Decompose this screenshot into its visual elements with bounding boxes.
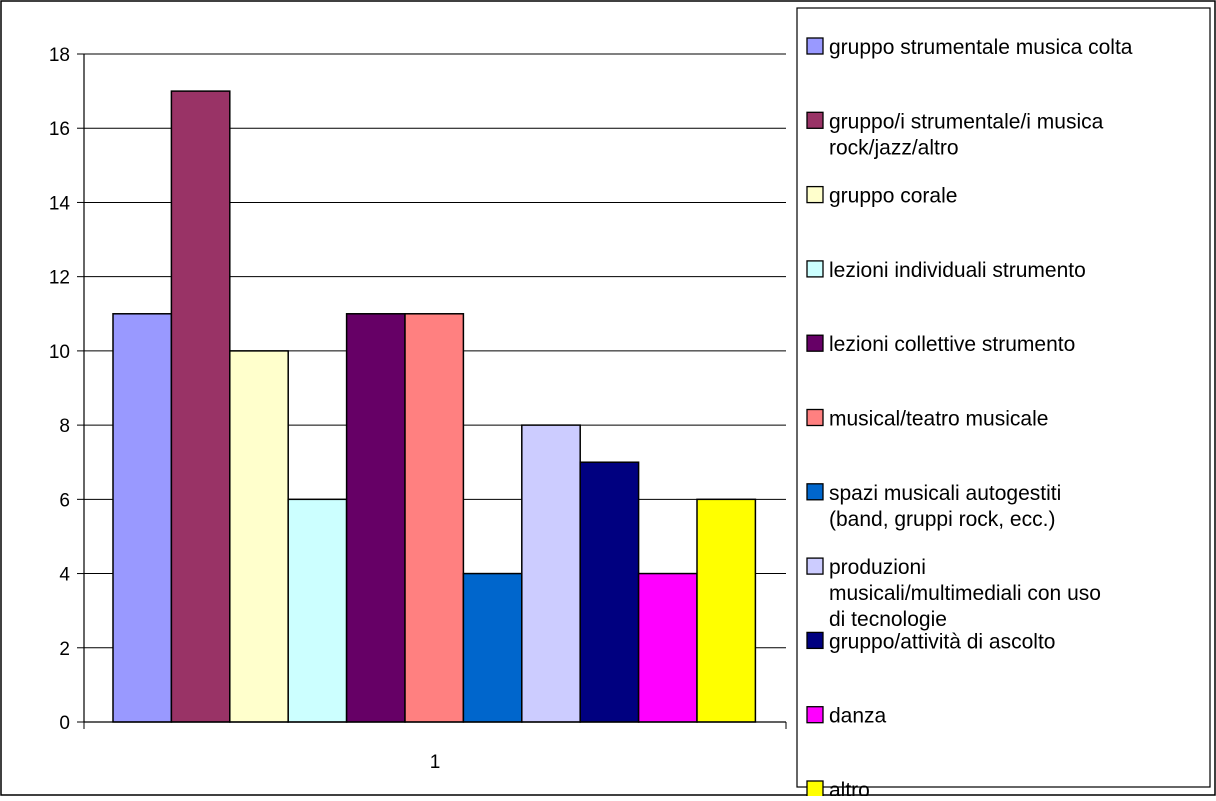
y-tick-label: 4 [59,565,70,586]
legend-swatch [806,260,824,278]
legend-swatch [806,408,824,427]
bar-9 [579,461,640,723]
bar-11 [696,498,757,723]
legend: gruppo strumentale musica colta gruppo/i … [796,7,1211,801]
legend-label: lezioni collettive strumento [829,333,1075,356]
legend-swatch [806,334,824,352]
legend-label: musical/teatro musicale [829,408,1048,431]
legend-label: lezioni individuali strumento [829,259,1086,282]
bar-5 [345,313,406,723]
y-tick-label: 12 [49,268,70,289]
y-tick-label: 2 [59,639,70,660]
legend-label: gruppo/i strumentale/i musica rock/jazz/a… [829,110,1104,159]
legend-label: danza [829,705,887,728]
legend-label: gruppo strumentale musica colta [829,36,1133,59]
bar-3 [229,350,289,723]
y-tick-label: 10 [49,342,70,363]
legend-swatch [806,557,824,575]
legend-swatch [806,706,824,724]
legend-label: spazi musicali autogestiti (band, gruppi … [829,482,1061,531]
bars [112,90,757,723]
bar-8 [521,424,581,723]
legend-swatch [806,631,824,650]
legend-swatch [806,111,824,129]
legend-swatch [806,37,824,55]
legend-swatch [806,185,824,204]
legend-swatch [806,483,824,501]
bar-10 [637,572,698,723]
y-tick-label: 0 [59,713,70,734]
x-category-label: 1 [430,752,441,773]
legend-box [796,7,1211,788]
legend-label: gruppo/attività di ascolto [829,630,1055,653]
bar-1 [112,313,173,723]
bar-2 [170,90,231,723]
y-tick-label: 6 [59,490,70,511]
axes: 0 2 4 6 8 10 12 14 16 18 1 [49,45,787,773]
y-tick-label: 8 [59,416,70,437]
y-tick-label: 16 [49,119,70,140]
bar-4 [287,498,348,723]
y-tick-label: 18 [49,45,70,66]
y-tick-label: 14 [49,193,71,214]
legend-label: produzioni musicali/multimediali con uso d… [829,556,1101,631]
legend-swatch [806,780,824,798]
bar-7 [462,572,523,723]
legend-label: altro [829,779,870,796]
legend-label: gruppo corale [829,185,957,208]
bar-6 [404,313,465,723]
